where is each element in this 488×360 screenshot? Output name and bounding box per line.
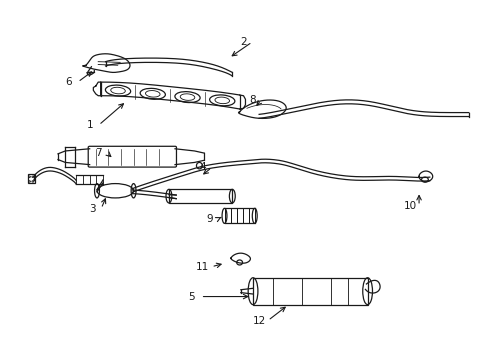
Text: 9: 9 xyxy=(205,214,212,224)
Text: 2: 2 xyxy=(240,37,246,47)
Bar xyxy=(252,278,367,305)
Text: 10: 10 xyxy=(403,201,416,211)
Bar xyxy=(168,189,232,203)
Bar xyxy=(27,174,35,183)
Text: 5: 5 xyxy=(188,292,195,302)
Text: 12: 12 xyxy=(252,316,265,325)
Text: 3: 3 xyxy=(89,204,96,214)
Text: 1: 1 xyxy=(86,120,93,130)
Text: 7: 7 xyxy=(95,148,102,158)
Text: 11: 11 xyxy=(196,262,209,272)
Text: 8: 8 xyxy=(248,95,255,105)
Text: 6: 6 xyxy=(65,77,72,87)
Text: 4: 4 xyxy=(199,162,206,172)
